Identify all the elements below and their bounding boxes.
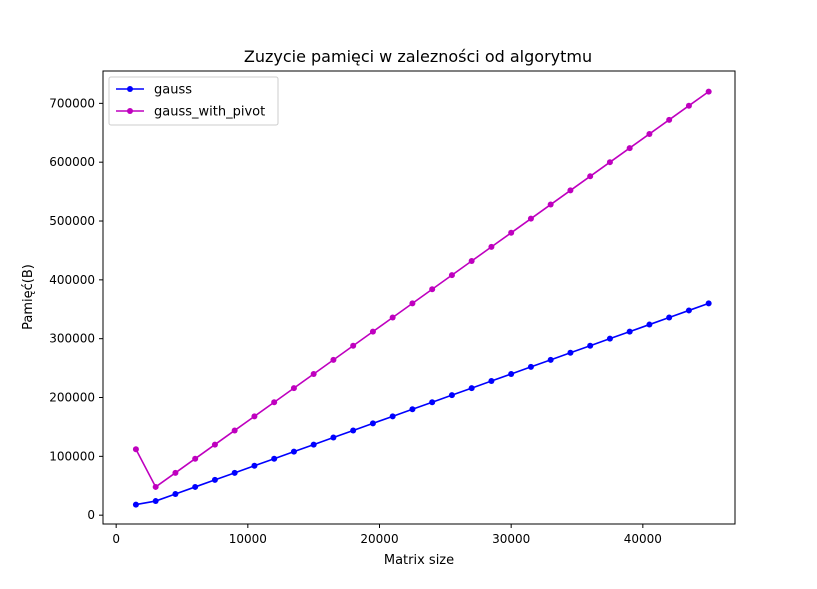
- legend-label: gauss_with_pivot: [154, 105, 265, 120]
- data-point: [172, 469, 179, 476]
- axes-layer: 0 10000 20000 30000 40000 0 100000 200000 30000…: [49, 70, 736, 546]
- series-line: [135, 90, 710, 489]
- data-point: [409, 406, 416, 413]
- data-point: [429, 286, 436, 293]
- data-point: [251, 413, 258, 420]
- y-tick-label: 700000: [49, 96, 95, 110]
- legend-box: [108, 76, 279, 126]
- data-point: [468, 385, 475, 392]
- data-point: [211, 476, 218, 483]
- series-gauss-with-pivot: [132, 88, 712, 490]
- data-point: [330, 434, 337, 441]
- legend-label: gauss: [154, 83, 192, 98]
- data-point: [251, 462, 258, 469]
- data-point: [350, 342, 357, 349]
- legend-marker: [127, 86, 133, 92]
- x-axis-label: Matrix size: [384, 553, 454, 568]
- data-point: [448, 272, 455, 279]
- x-tick-label: 40000: [624, 532, 662, 546]
- y-tick-label: 0: [87, 508, 95, 522]
- data-point: [547, 201, 554, 208]
- y-tick-label: 500000: [49, 214, 95, 228]
- data-point: [508, 229, 515, 236]
- legend-item: gauss_with_pivot: [116, 105, 265, 120]
- data-point: [666, 314, 673, 321]
- data-point: [211, 441, 218, 448]
- data-point: [369, 328, 376, 335]
- x-tick-label: 0: [112, 532, 120, 546]
- y-tick-label: 100000: [49, 449, 95, 463]
- data-point: [468, 258, 475, 265]
- legend-item: gauss: [116, 83, 192, 98]
- data-point: [152, 498, 159, 505]
- data-point: [290, 448, 297, 455]
- data-point: [646, 130, 653, 137]
- data-point: [152, 483, 159, 490]
- data-point: [192, 455, 199, 462]
- data-point: [369, 420, 376, 427]
- data-point: [685, 102, 692, 109]
- data-point: [172, 491, 179, 497]
- data-point: [646, 321, 653, 328]
- data-point: [705, 300, 712, 307]
- x-tick-label: 20000: [360, 532, 398, 546]
- y-tick-label: 200000: [49, 391, 95, 405]
- x-axis-ticks: 0 10000 20000 30000 40000: [112, 524, 662, 546]
- data-point: [132, 446, 139, 453]
- data-point: [448, 392, 455, 399]
- data-point: [231, 427, 238, 434]
- data-point: [685, 307, 692, 314]
- data-point: [626, 328, 633, 335]
- data-point: [389, 413, 396, 420]
- data-point: [567, 349, 574, 356]
- y-axis-ticks: 0 100000 200000 300000 400000 500000 600000 700…: [49, 96, 103, 522]
- legend-marker: [127, 108, 133, 114]
- data-point: [705, 88, 712, 95]
- y-tick-label: 300000: [49, 332, 95, 346]
- data-point: [290, 385, 297, 392]
- x-tick-label: 30000: [492, 532, 530, 546]
- data-point: [488, 243, 495, 250]
- data-point: [350, 427, 357, 434]
- chart-title: Zuzycie pamięci w zalezności od algorytm…: [244, 47, 592, 66]
- legend: gauss gauss_with_pivot: [108, 76, 279, 126]
- data-point: [271, 455, 278, 462]
- series-line: [135, 302, 709, 506]
- y-axis-label: Pamięć(B): [21, 264, 36, 330]
- y-tick-label: 600000: [49, 155, 95, 169]
- data-point: [567, 187, 574, 194]
- data-point: [547, 356, 554, 363]
- data-point: [132, 501, 139, 508]
- data-point: [310, 370, 317, 377]
- series-gauss: [132, 300, 712, 508]
- data-point: [389, 314, 396, 321]
- x-tick-label: 10000: [229, 532, 267, 546]
- y-tick-label: 400000: [49, 273, 95, 287]
- data-point: [606, 159, 613, 166]
- data-point: [527, 363, 534, 370]
- data-point: [231, 469, 238, 476]
- data-point: [626, 145, 633, 152]
- data-point: [527, 215, 534, 222]
- data-point: [192, 483, 199, 490]
- data-point: [666, 116, 673, 123]
- data-point: [409, 300, 416, 307]
- series-layer: [132, 88, 712, 508]
- data-point: [488, 378, 495, 385]
- data-point: [606, 335, 613, 342]
- data-point: [587, 342, 594, 349]
- data-point: [330, 356, 337, 363]
- data-point: [429, 399, 436, 406]
- data-point: [508, 370, 515, 377]
- plot-frame: [102, 70, 736, 525]
- data-point: [271, 399, 278, 406]
- data-point: [310, 441, 317, 448]
- data-point: [587, 173, 594, 180]
